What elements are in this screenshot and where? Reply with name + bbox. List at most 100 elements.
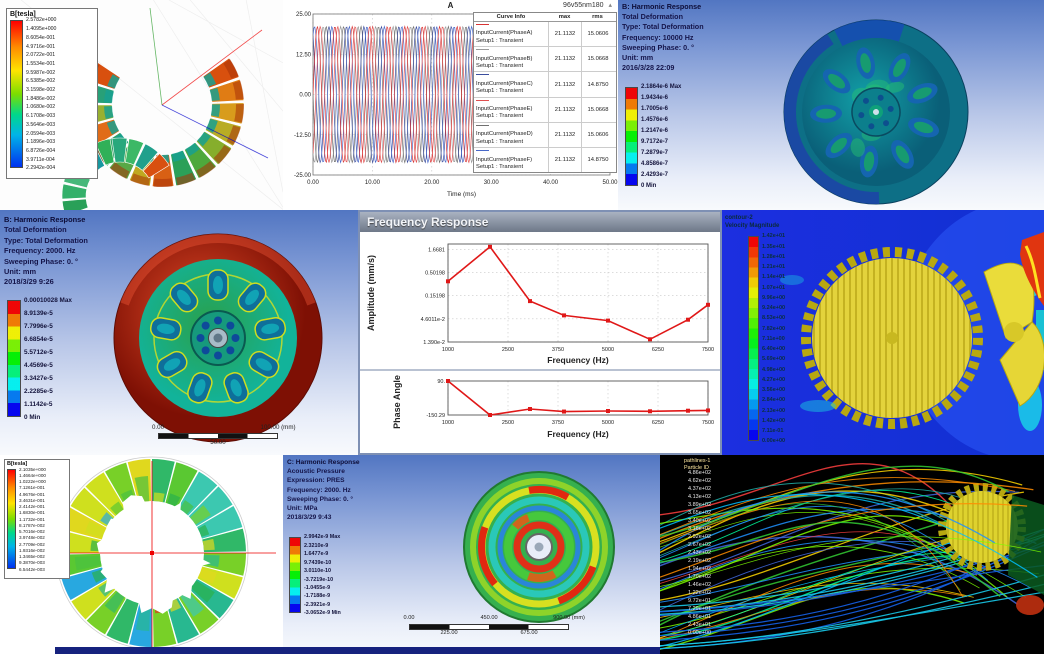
header-line: B: Harmonic Response xyxy=(622,2,702,11)
bfield-legend-title: B[tesla] xyxy=(7,461,28,467)
legend-value: 4.9676e-001 xyxy=(19,491,45,497)
data-marker xyxy=(606,318,610,323)
path-shape xyxy=(197,131,211,147)
result-header: B: Harmonic Response Total Deformation Typ… xyxy=(622,2,704,73)
streamline xyxy=(660,574,1044,647)
legend-value: 8.6054e-001 xyxy=(26,34,56,41)
panel-title: Frequency Response xyxy=(367,215,489,229)
path-shape xyxy=(202,538,215,551)
y-tick: 25.00 xyxy=(296,12,312,18)
color-bar xyxy=(7,469,16,569)
circle-shape xyxy=(883,120,890,127)
series-max: 21.1132 xyxy=(548,47,581,72)
g-shape xyxy=(223,372,249,404)
y-tick: -150.29 xyxy=(426,413,445,419)
legend-value: 1.6477e-9 xyxy=(304,551,329,558)
header-line: Total Deformation xyxy=(4,225,67,235)
path-shape xyxy=(527,570,557,582)
ellipse-shape xyxy=(912,87,932,100)
ruler-label: 100.00 (mm) xyxy=(260,424,296,431)
header-line: Frequency: 2000. Hz xyxy=(4,246,76,256)
ellipse-shape xyxy=(261,323,280,334)
circle-shape xyxy=(862,97,869,104)
ring-segment xyxy=(152,459,175,503)
series-name: InputCurrent(PhaseD) xyxy=(476,131,533,138)
wake-region xyxy=(1008,495,1044,595)
x-axis-label: Frequency (Hz) xyxy=(547,429,609,439)
x-tick: 20.00 xyxy=(424,180,440,186)
series-setup: Setup1 : Transient xyxy=(476,37,524,44)
legend-value: 1.28e+01 xyxy=(762,253,786,260)
path-shape xyxy=(784,33,880,204)
legend-value: 2.4293e-7 xyxy=(641,172,669,178)
result-header: C: Harmonic Response Acoustic Pressure Exp… xyxy=(287,458,360,522)
legend-value: 2.4142e-001 xyxy=(19,504,45,510)
series-swatch xyxy=(476,49,489,51)
series-rms: 14.8750 xyxy=(581,72,614,97)
legend-value: 2.2285e-5 xyxy=(24,387,53,395)
ellipse-shape xyxy=(163,358,181,371)
x-tick: 1000 xyxy=(442,347,454,353)
legend-value: 1.8486e-002 xyxy=(26,95,56,102)
header-line: Velocity Magnitude xyxy=(725,222,780,229)
color-bar xyxy=(289,537,301,613)
header-line: Frequency: 10000 Hz xyxy=(622,32,694,42)
legend-value: 2.1035e+000 xyxy=(19,466,46,472)
tile-maxwell-segment: B[tesla] 2.5782e+000 1.4095e+000 8.6054e-0… xyxy=(0,0,283,210)
circle-shape xyxy=(877,94,884,101)
ellipse-shape xyxy=(780,275,804,285)
color-bar xyxy=(748,236,759,441)
contour-ring xyxy=(470,478,608,616)
series-max: 21.1132 xyxy=(548,72,581,97)
data-marker xyxy=(686,317,690,322)
header-line: C: Harmonic Response xyxy=(287,459,360,466)
line-shape xyxy=(168,0,283,64)
g-shape xyxy=(187,372,213,404)
legend-value: 4.8586e-7 xyxy=(641,161,669,167)
streamline xyxy=(660,531,987,584)
legend-value: -1.0455e-9 xyxy=(304,584,331,591)
legend-labels: 2.5782e+000 1.4095e+000 8.6054e-001 4.9716e… xyxy=(26,17,84,176)
legend-value: 0 Min xyxy=(641,183,657,189)
legend-value: 1.2147e-6 xyxy=(641,128,669,134)
header-line: Frequency: 2000. Hz xyxy=(287,486,351,494)
y-tick: 1.6681 xyxy=(428,247,445,253)
legend-value: 1.46e+02 xyxy=(688,582,712,589)
legend-value: 1.70e+02 xyxy=(688,574,712,581)
rotor-segment xyxy=(142,153,170,179)
ruler-bar xyxy=(158,433,278,439)
plot-corner-icon[interactable]: ▴ xyxy=(608,2,612,9)
scale-ruler: 0.00 100.00 (mm) 50.00 xyxy=(150,424,300,448)
frequency-response-titlebar[interactable]: Frequency Response xyxy=(360,212,720,232)
axis-y xyxy=(149,7,163,106)
legend-value: 2.0722e-001 xyxy=(26,52,56,59)
legend-value: 1.9434e-6 xyxy=(641,95,669,101)
bfield-legend: B[tesla] 2.5782e+000 1.4095e+000 8.6054e-0… xyxy=(6,8,98,179)
streamline xyxy=(660,536,1042,587)
path-shape xyxy=(1024,245,1042,299)
data-marker xyxy=(446,379,450,383)
ellipse-shape xyxy=(893,58,906,77)
legend-value: 8.1787e-002 xyxy=(19,522,45,528)
data-marker xyxy=(528,407,532,412)
legend-value: 3.5646e-003 xyxy=(26,121,56,128)
header-line: Total Deformation xyxy=(622,12,683,22)
tile-particle-traces: pathlines-1 Particle ID 4.86e+02 4.62e+02 4… xyxy=(660,455,1044,654)
ellipse-shape xyxy=(245,289,260,306)
legend-labels: 2.9942e-9 Max 2.3210e-9 1.6477e-9 9.7439e-1… xyxy=(304,534,362,621)
ellipse-shape xyxy=(194,379,206,397)
series-swatch xyxy=(476,150,489,152)
series-name: InputCurrent(PhaseA) xyxy=(476,30,533,37)
legend-value: 9.7172e-7 xyxy=(641,139,669,145)
legend-row: InputCurrent(PhaseF) Setup1 : Transient 21… xyxy=(474,148,616,173)
header-line: Particle ID xyxy=(684,464,709,471)
series-setup: Setup1 : Transient xyxy=(476,163,524,170)
path-shape xyxy=(205,118,218,133)
legend-value: 6.6854e-5 xyxy=(24,335,53,343)
header-line: 2018/3/29 9:26 xyxy=(4,277,54,287)
g-shape xyxy=(149,317,182,341)
path-shape xyxy=(107,74,120,89)
legend-value: 4.4569e-5 xyxy=(24,361,53,369)
x-tick: 5000 xyxy=(602,347,614,353)
path-shape xyxy=(232,80,244,100)
